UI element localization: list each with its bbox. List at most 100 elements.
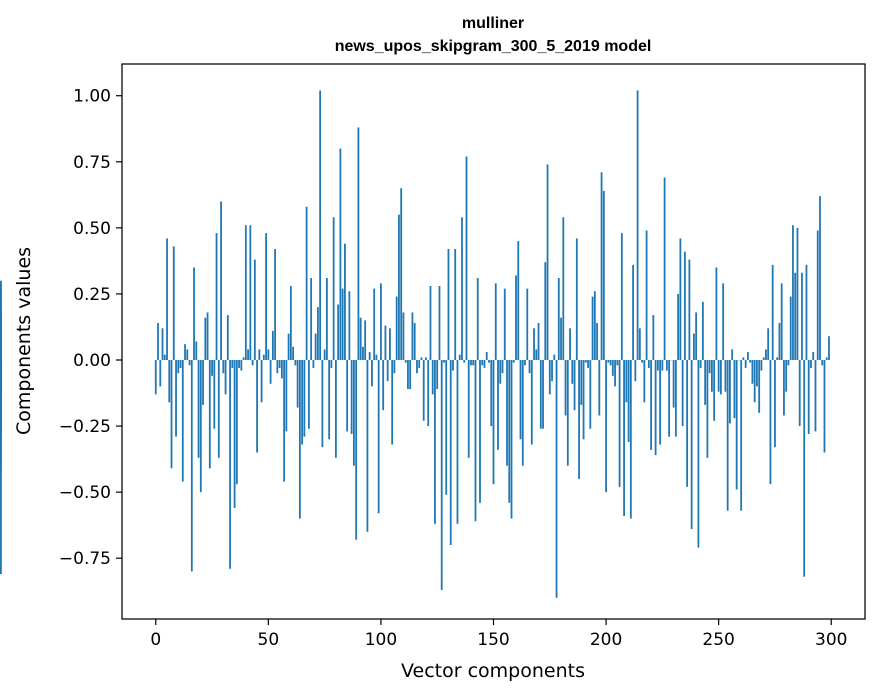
bar-163 [521, 360, 524, 466]
bar-31 [224, 360, 227, 395]
bar-12 [181, 360, 184, 482]
bar-75 [323, 349, 326, 360]
bar-76 [325, 278, 328, 360]
bar-293 [814, 360, 817, 432]
bar-299 [828, 336, 830, 360]
bar-23 [206, 312, 209, 360]
bar-40 [244, 225, 247, 360]
x-tick-label: 0 [150, 630, 161, 650]
bar-262 [744, 360, 747, 368]
bar-99 [377, 360, 380, 514]
bar-201 [607, 360, 610, 363]
bar-35 [233, 360, 236, 508]
bar-11 [179, 360, 182, 368]
bar-51 [269, 360, 272, 384]
x-tick-label: 150 [477, 630, 509, 650]
bar-247 [711, 360, 713, 392]
bar-160 [515, 275, 517, 360]
bar-61 [292, 346, 295, 360]
bar-228 [668, 360, 671, 437]
bar-78 [330, 360, 333, 368]
bar-110 [402, 312, 405, 360]
y-axis: 1.00 0.75 0.50 0.25 0.00 −0.25 −0.50 −0.75 [59, 87, 122, 569]
bar-279 [783, 360, 785, 416]
bar-270 [762, 357, 765, 360]
bar-269 [760, 360, 763, 371]
bar-81 [337, 304, 340, 360]
bar-18 [195, 341, 198, 360]
bar-108 [398, 214, 400, 360]
bar-254 [726, 360, 729, 511]
bar-50 [267, 349, 270, 360]
bar-298 [825, 357, 828, 360]
bar-49 [265, 233, 267, 360]
bar-70 [312, 360, 315, 368]
bar-296 [821, 360, 824, 366]
bar-222 [654, 360, 657, 456]
bar-230 [672, 360, 675, 408]
bar-251 [720, 360, 722, 395]
bar-24 [208, 360, 211, 469]
bar-147 [485, 352, 488, 360]
bar-288 [803, 360, 806, 577]
bar-233 [679, 238, 682, 360]
bar-37 [238, 360, 240, 368]
bar-255 [729, 360, 731, 424]
bar-6 [168, 360, 171, 403]
bar-274 [771, 264, 774, 360]
bar-169 [535, 349, 538, 360]
bar-28 [217, 360, 220, 458]
bar-48 [262, 354, 265, 360]
bar-188 [578, 360, 580, 479]
bar-177 [553, 354, 556, 360]
bar-248 [713, 360, 716, 421]
bar-181 [562, 217, 565, 360]
bar-44 [253, 259, 256, 360]
bar-41 [247, 349, 249, 360]
bar-120 [425, 357, 427, 360]
bar-249 [715, 267, 718, 360]
bar-45 [256, 360, 258, 453]
bar-7 [170, 360, 173, 469]
bar-46 [258, 349, 261, 360]
bar-111 [404, 360, 407, 363]
bar-146 [483, 360, 486, 368]
bar-118 [420, 357, 423, 360]
bar-53 [274, 249, 276, 360]
bar-190 [582, 360, 585, 440]
bar-153 [499, 360, 502, 384]
bar-34 [231, 360, 234, 368]
bar-268 [758, 360, 761, 413]
bar-278 [780, 283, 783, 360]
bar-22 [204, 317, 207, 360]
bar-214 [636, 90, 639, 361]
x-axis-label: Vector components [401, 660, 585, 682]
bar-236 [686, 360, 689, 487]
bar-275 [774, 360, 776, 448]
bar-109 [400, 188, 403, 360]
bar-72 [316, 307, 319, 360]
bar-221 [652, 315, 655, 360]
bar-291 [810, 360, 812, 368]
bar-38 [240, 360, 243, 371]
bar-280 [785, 360, 788, 392]
bar-undefined [0, 307, 2, 360]
bar-208 [623, 360, 625, 516]
bar-87 [350, 360, 353, 434]
bar-231 [674, 360, 677, 437]
bar-121 [427, 360, 430, 427]
bar-9 [175, 360, 177, 437]
y-tick-label: 0.00 [73, 351, 111, 371]
x-tick-label: 200 [590, 630, 622, 650]
bar-246 [708, 360, 711, 374]
bar-260 [740, 360, 743, 511]
bar-180 [560, 317, 562, 360]
bar-285 [796, 227, 799, 360]
bar-88 [353, 360, 355, 466]
bar-undefined [0, 360, 2, 575]
bar-85 [346, 360, 349, 432]
bar-241 [697, 360, 700, 548]
bar-207 [620, 233, 623, 360]
bar-137 [463, 360, 466, 363]
bar-84 [344, 243, 346, 360]
